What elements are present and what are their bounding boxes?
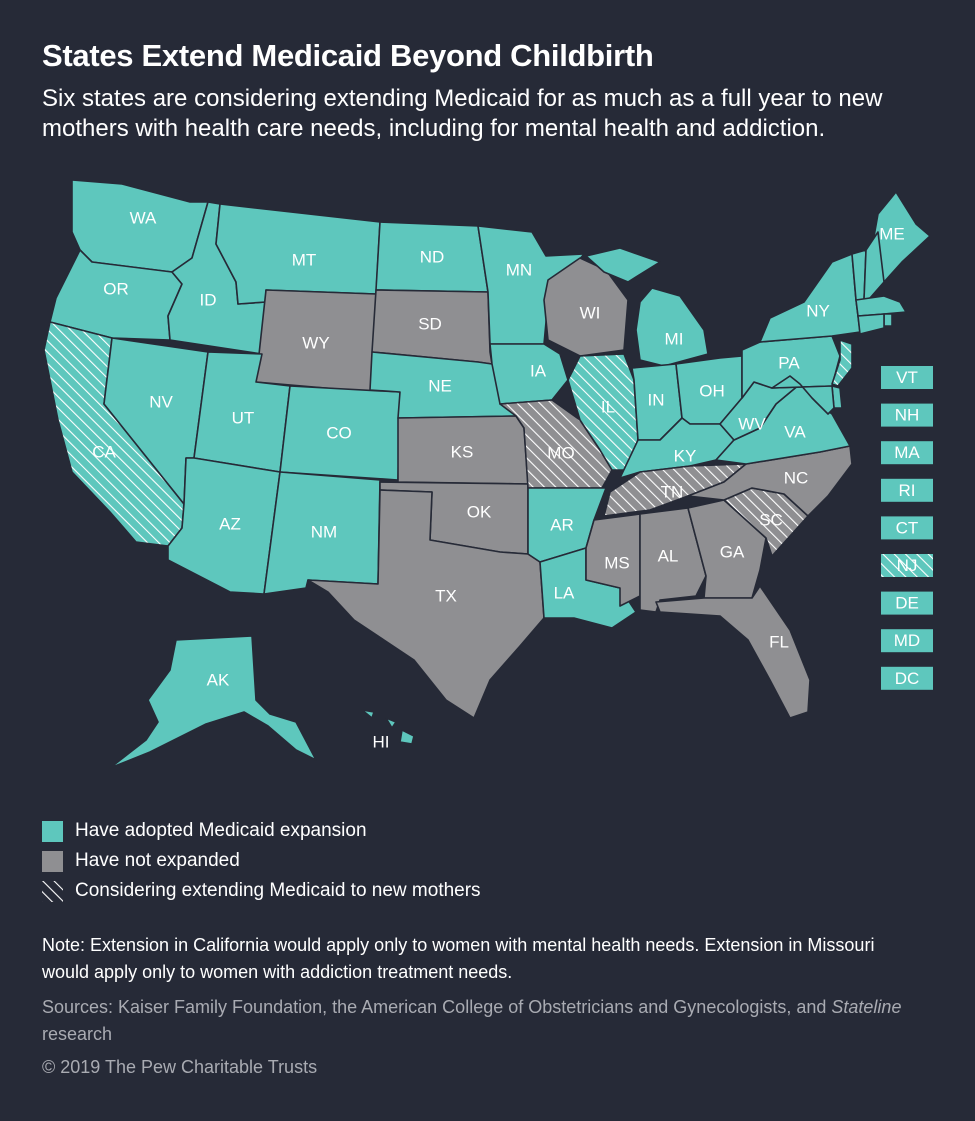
state-label-sc: SC xyxy=(759,510,783,529)
state-label-ks: KS xyxy=(451,442,474,461)
state-label-la: LA xyxy=(554,583,575,602)
state-label-al: AL xyxy=(658,546,679,565)
state-IA xyxy=(489,343,569,405)
small-state-box-ct xyxy=(881,516,933,540)
state-label-wa: WA xyxy=(130,208,157,227)
legend: Have adopted Medicaid expansion Have not… xyxy=(42,816,481,906)
state-MI xyxy=(585,247,709,367)
state-label-ne: NE xyxy=(428,376,452,395)
state-label-wi: WI xyxy=(580,303,601,322)
legend-item-considering: Considering extending Medicaid to new mo… xyxy=(42,876,481,906)
state-RI-shape xyxy=(883,313,893,327)
state-label-mn: MN xyxy=(506,260,532,279)
state-NJ-shape xyxy=(831,339,853,387)
small-state-box-ma xyxy=(881,441,933,465)
state-MO xyxy=(499,399,613,489)
state-label-ga: GA xyxy=(720,542,745,561)
state-CT-shape xyxy=(857,313,885,335)
small-state-box-vt xyxy=(881,366,933,389)
state-HI xyxy=(361,709,415,745)
us-medicaid-map: WA OR CA ID NV MT WY UT AZ CO NM ND SD NE KS OK TX MN IA MO… xyxy=(43,179,933,769)
legend-label-not-expanded: Have not expanded xyxy=(75,850,240,871)
small-state-label-vt: VT xyxy=(896,368,918,387)
state-label-mt: MT xyxy=(292,250,317,269)
small-state-label-nj: NJ xyxy=(897,556,918,575)
small-state-label-de: DE xyxy=(895,594,919,613)
state-label-nd: ND xyxy=(420,247,445,266)
small-state-label-dc: DC xyxy=(895,669,920,688)
state-label-fl: FL xyxy=(769,632,789,651)
state-label-mo: MO xyxy=(547,443,574,462)
state-label-nc: NC xyxy=(784,468,809,487)
small-state-box-dc xyxy=(881,666,933,690)
state-label-ny: NY xyxy=(806,301,830,320)
state-label-pa: PA xyxy=(778,353,800,372)
map-subtitle: Six states are considering extending Med… xyxy=(42,85,883,142)
state-label-ms: MS xyxy=(604,553,630,572)
state-label-il: IL xyxy=(601,397,615,416)
small-state-box-nj xyxy=(881,554,933,577)
state-NY xyxy=(759,253,861,343)
state-label-in: IN xyxy=(648,390,665,409)
state-TX xyxy=(307,489,545,719)
state-label-nv: NV xyxy=(149,392,173,411)
sources-prefix: Sources: Kaiser Family Foundation, the A… xyxy=(42,997,832,1017)
state-AK xyxy=(109,635,317,769)
state-label-wv: WV xyxy=(738,414,766,433)
small-state-label-ma: MA xyxy=(894,443,920,462)
state-label-tx: TX xyxy=(435,586,457,605)
state-NH-shape xyxy=(863,231,885,301)
small-state-box-de xyxy=(881,591,933,615)
legend-swatch-not-expanded xyxy=(42,850,63,872)
small-state-box-nh xyxy=(881,403,933,427)
small-state-box-md xyxy=(881,629,933,653)
state-label-ar: AR xyxy=(550,515,574,534)
small-state-label-nh: NH xyxy=(895,406,920,425)
state-label-ok: OK xyxy=(467,502,492,521)
note-text: Note: Extension in California would appl… xyxy=(42,935,875,982)
state-label-nm: NM xyxy=(311,522,337,541)
map-title: States Extend Medicaid Beyond Childbirth xyxy=(42,38,654,73)
sources-text: Sources: Kaiser Family Foundation, the A… xyxy=(42,994,922,1048)
state-label-or: OR xyxy=(103,279,129,298)
small-state-label-md: MD xyxy=(894,631,920,650)
legend-label-considering: Considering extending Medicaid to new mo… xyxy=(75,880,481,901)
state-MD-shape xyxy=(771,375,835,415)
state-label-ut: UT xyxy=(232,408,255,427)
state-label-mi: MI xyxy=(665,329,684,348)
legend-swatch-expanded xyxy=(42,820,63,842)
state-label-va: VA xyxy=(784,422,806,441)
state-label-hi: HI xyxy=(373,732,390,751)
small-state-label-ri: RI xyxy=(899,481,916,500)
state-MA-shape xyxy=(855,295,907,317)
state-label-wy: WY xyxy=(302,333,329,352)
sources-italic: Stateline xyxy=(831,997,902,1017)
small-state-box-ri xyxy=(881,478,933,502)
state-FL xyxy=(655,585,811,719)
copyright-text: © 2019 The Pew Charitable Trusts xyxy=(42,1057,318,1077)
state-label-sd: SD xyxy=(418,314,442,333)
sources-suffix: research xyxy=(42,1024,113,1044)
state-label-ia: IA xyxy=(530,361,547,380)
state-label-az: AZ xyxy=(219,514,241,533)
legend-item-not-expanded: Have not expanded xyxy=(42,846,481,876)
legend-label-expanded: Have adopted Medicaid expansion xyxy=(75,820,367,841)
legend-item-expanded: Have adopted Medicaid expansion xyxy=(42,816,481,846)
state-label-ca: CA xyxy=(92,442,116,461)
state-label-co: CO xyxy=(326,423,352,442)
state-WI xyxy=(543,257,629,357)
state-IL xyxy=(567,353,639,471)
state-label-tn: TN xyxy=(661,482,684,501)
small-state-label-ct: CT xyxy=(896,518,919,537)
state-label-oh: OH xyxy=(699,381,725,400)
state-label-me: ME xyxy=(879,224,905,243)
state-label-ky: KY xyxy=(674,446,697,465)
state-label-id: ID xyxy=(200,290,217,309)
legend-swatch-considering xyxy=(42,880,63,902)
state-label-ak: AK xyxy=(207,670,230,689)
